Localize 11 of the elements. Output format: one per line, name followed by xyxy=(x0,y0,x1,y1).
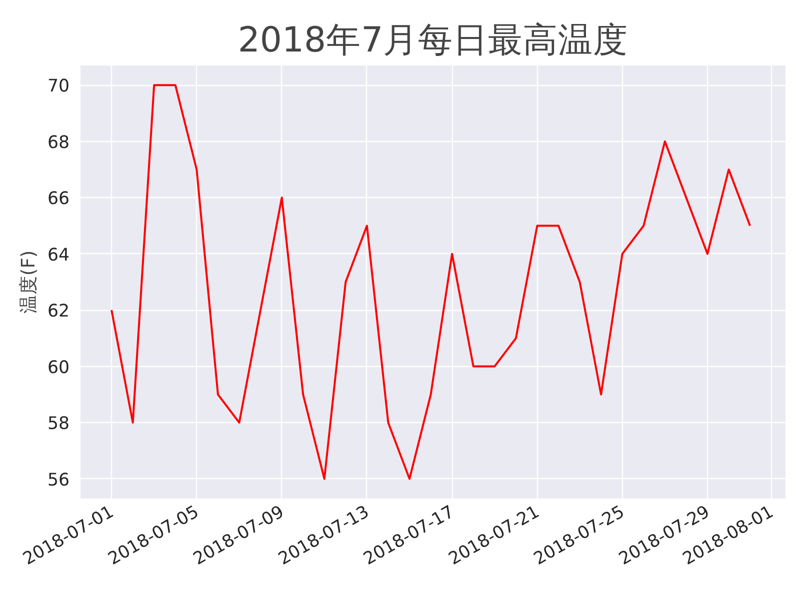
y-tick-label: 68 xyxy=(47,132,70,153)
y-tick-label: 56 xyxy=(47,470,70,490)
y-tick-label: 60 xyxy=(47,358,70,378)
y-tick-label: 62 xyxy=(47,302,70,322)
chart-title: 2018年7月每日最高温度 xyxy=(238,20,628,60)
y-tick-label: 64 xyxy=(47,245,70,266)
y-axis-title: 温度(F) xyxy=(17,250,40,314)
line-series xyxy=(110,84,752,480)
y-tick-label: 70 xyxy=(47,76,70,97)
y-tick-label: 58 xyxy=(47,414,70,434)
y-tick-label: 66 xyxy=(47,189,70,210)
